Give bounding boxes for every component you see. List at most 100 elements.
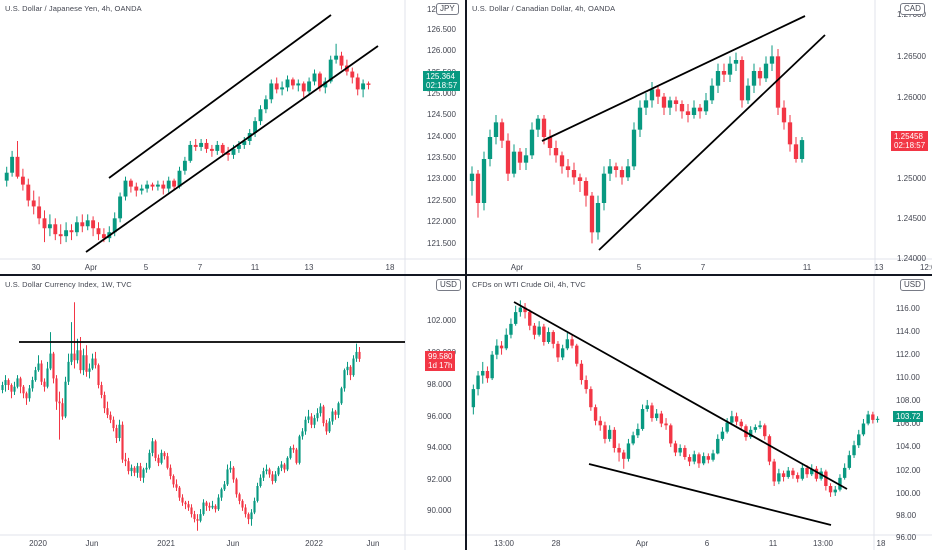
candle-body [76,350,79,361]
candle-body [664,423,668,426]
trend-line [588,463,832,526]
candle-body [298,436,301,463]
candle-body [775,56,781,108]
candle-body [274,474,277,482]
candle-body [124,459,127,462]
last-price-value: 1.25458 [894,132,923,141]
candle-body [178,487,181,498]
candle-body [112,218,117,233]
candle-body [64,230,69,237]
x-tick-label: 18 [877,539,886,548]
candle-body [490,354,494,379]
candle-body [727,63,733,75]
y-tick-label: 94.000 [427,443,452,452]
chart-svg-usdcad[interactable]: 1.270001.265001.260001.255001.250001.245… [467,0,932,274]
trend-line [541,15,806,142]
chart-title: U.S. Dollar / Canadian Dollar, 4h, OANDA [472,4,616,13]
chart-svg-wti[interactable]: 116.00 114.00 112.00 110.00 108.00 106.00 104.… [467,276,932,550]
chart-svg-dxy[interactable]: 102.000100.00098.00096.00094.00092.00090… [0,276,465,550]
candle-body [547,137,553,148]
chart-panel-usdcad[interactable]: 1.270001.265001.260001.255001.250001.245… [467,0,932,274]
chart-panel-dxy[interactable]: 102.000100.00098.00096.00094.00092.00090… [0,276,465,550]
candle-body [177,170,182,187]
candle-body [711,453,715,460]
candle-body [307,416,310,420]
candle-body [274,83,279,90]
candle-body [814,468,819,479]
candle-body [529,129,535,156]
currency-badge[interactable]: JPY [436,3,459,15]
candle-body [319,406,322,414]
candle-body [161,184,166,189]
candle-body [121,424,124,460]
candle-body [715,71,721,86]
currency-badge[interactable]: USD [436,279,461,291]
candle-body [16,378,19,387]
candle-body [871,414,875,420]
currency-badge[interactable]: USD [900,279,925,291]
candle-body [199,514,202,521]
candle-body [317,73,322,88]
candle-body [559,155,565,167]
candle-body [101,234,106,239]
candle-body [622,452,626,459]
candle-body [499,345,504,349]
candle-body [61,403,64,417]
candle-body [232,467,235,480]
candle-body [481,159,487,203]
candle-body [100,385,103,395]
chart-svg-usdjpy[interactable]: 127.000126.500126.000125.500125.000124.5… [0,0,465,274]
candle-body [118,424,121,438]
candle-body [481,370,485,376]
candle-body [307,81,312,92]
candle-body [253,121,258,134]
candle-body [612,429,617,448]
candle-body [339,55,344,66]
candle-body [82,355,85,371]
candle-body [842,467,847,478]
candle-body [52,353,55,379]
candle-body [220,489,223,498]
chart-panel-wti[interactable]: 116.00 114.00 112.00 110.00 108.00 106.00 104.… [467,276,932,550]
candle-body [471,389,476,408]
y-tick-label: 126.500 [427,25,456,34]
candle-body [337,403,340,415]
horizontal-divider[interactable] [0,274,932,276]
candle-body [128,180,133,187]
candle-body [721,71,727,75]
candle-body [541,118,547,137]
candle-body [1,385,4,390]
candle-body [523,307,527,313]
x-tick-label: 12:00 [920,263,932,272]
candle-body [598,420,602,426]
y-tick-label: 94.00 [896,276,917,278]
candle-body [304,419,307,432]
y-tick-label: 112.00 [896,350,920,359]
candle-body [310,416,313,425]
candle-body [157,457,160,463]
last-price-badge: 125.364 02:18:57 [423,71,461,91]
y-tick-label: 90.000 [427,506,452,515]
candle-body [626,443,631,459]
currency-badge[interactable]: CAD [900,3,925,15]
candle-body [513,312,518,324]
candle-body [175,484,178,488]
candle-body [28,388,31,399]
candle-body [259,477,262,486]
candle-body [193,144,198,147]
x-tick-label: 11 [803,263,812,272]
candle-body [575,345,579,364]
chart-panel-usdjpy[interactable]: 127.000126.500126.000125.500125.000124.5… [0,0,465,274]
candle-body [751,71,757,86]
candle-body [328,59,333,82]
candle-body [208,505,211,508]
y-tick-label: 92.00 [896,276,917,278]
candle-body [650,405,654,419]
candle-body [301,431,304,437]
candle-body [810,468,814,475]
last-price-value: 125.364 [426,72,455,81]
candle-body [720,431,725,439]
y-tick-label: 1.26000 [897,93,926,102]
candle-body [136,466,139,473]
candle-body [97,365,100,386]
